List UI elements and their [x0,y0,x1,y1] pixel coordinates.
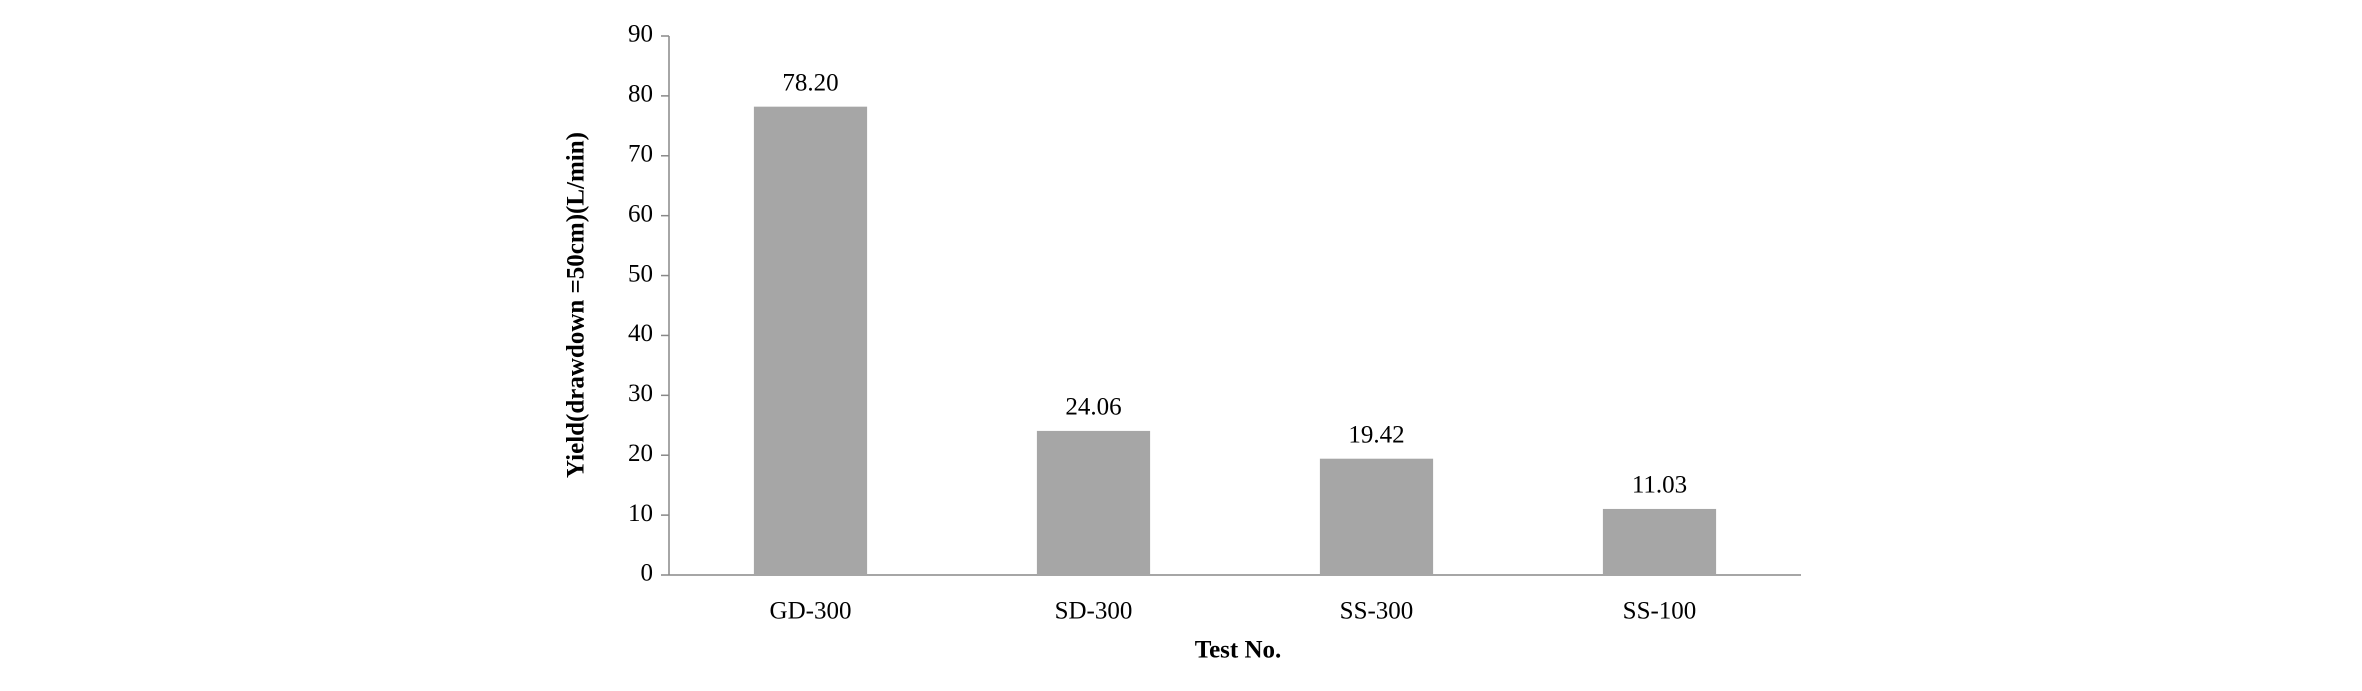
y-axis-title: Yield(drawdown =50cm)(L/min) [563,132,590,478]
bar [1602,508,1717,575]
value-label: 11.03 [1632,472,1687,499]
y-tick-label: 80 [628,81,653,108]
x-tick-label: GD-300 [770,598,852,625]
value-label: 78.20 [782,69,838,96]
value-label: 19.42 [1348,421,1404,448]
x-tick-label: SS-100 [1623,598,1697,625]
y-tick-label: 40 [628,320,653,347]
y-tick-label: 70 [628,141,653,168]
y-tick-label: 60 [628,200,653,227]
bar [753,106,868,576]
y-tick-label: 30 [628,380,653,407]
value-label: 24.06 [1065,394,1121,421]
bar [1319,458,1434,575]
y-tick-label: 0 [641,560,654,587]
y-tick-label: 90 [628,21,653,48]
x-axis-title: Test No. [1195,637,1282,664]
bar [1036,430,1151,575]
y-tick-label: 50 [628,260,653,287]
x-tick-label: SS-300 [1340,598,1414,625]
y-tick-label: 10 [628,500,653,527]
x-tick-label: SD-300 [1055,598,1133,625]
y-tick-label: 20 [628,440,653,467]
